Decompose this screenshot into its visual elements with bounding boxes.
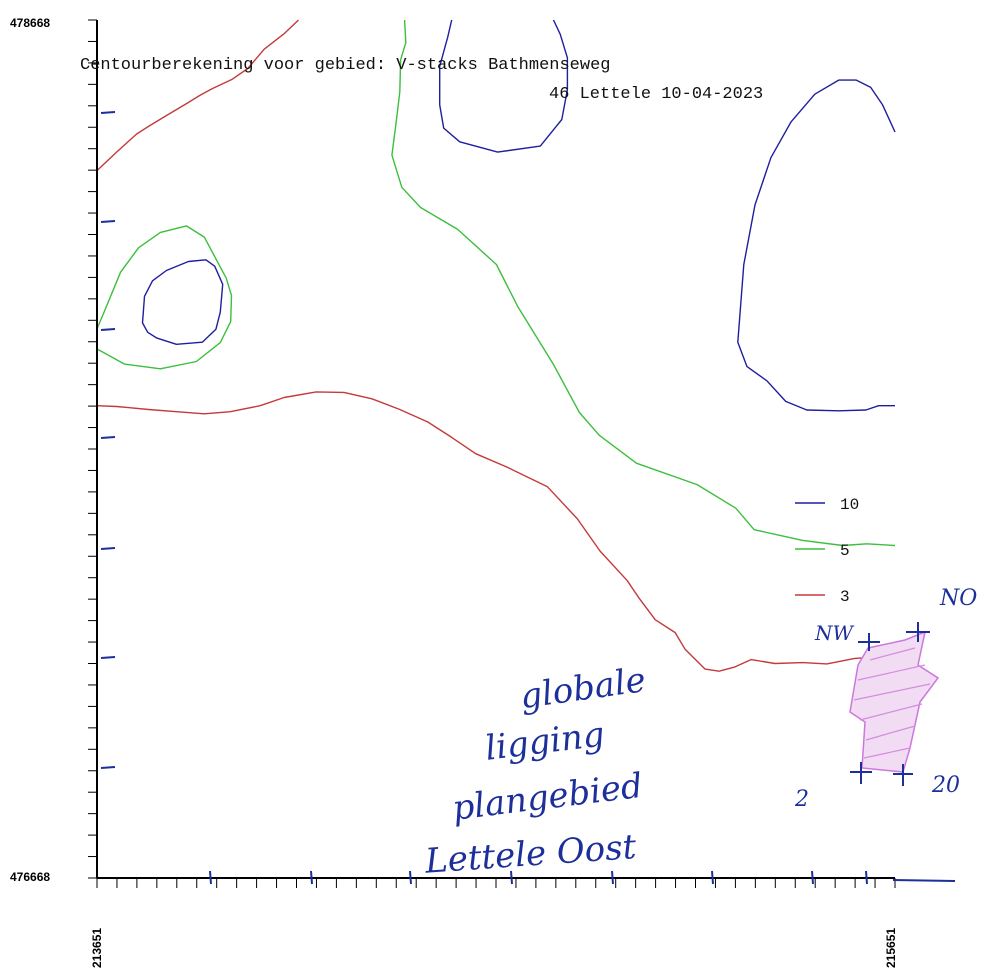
pen-mark: [100, 436, 116, 439]
contour-5-line-2: [391, 19, 896, 547]
contour-10-line-3: [737, 79, 896, 412]
pen-mark: [409, 870, 412, 885]
pen-mark: [865, 870, 868, 885]
corner-marker-sw: [850, 762, 872, 784]
chart-subtitle: 46 Lettele 10-04-2023: [549, 85, 763, 104]
axes: [88, 19, 896, 888]
pen-mark: [892, 879, 956, 882]
pen-mark: [100, 111, 116, 114]
legend-label-10: 10: [840, 496, 859, 514]
contour-lines: [96, 19, 896, 672]
pen-mark: [510, 870, 513, 885]
legend: 10 5 3: [795, 496, 859, 606]
pen-mark: [711, 870, 714, 885]
corner-label-sw: 2: [794, 787, 809, 812]
x-tick-label-left: 213651: [90, 928, 104, 968]
corner-marker-no: [906, 622, 930, 642]
corner-marker-se: [893, 764, 913, 786]
pen-mark: [100, 656, 116, 659]
contour-3-line-2: [96, 391, 896, 672]
contour-10-line-1: [141, 259, 224, 345]
y-axis-ticks: [88, 19, 97, 879]
pen-marks: [100, 111, 956, 885]
pen-mark: [611, 870, 614, 885]
pen-mark: [100, 220, 116, 223]
chart-title: Centourberekening voor gebied: V-stacks …: [80, 56, 611, 75]
contour-3-line-1: [96, 19, 299, 172]
corner-label-se: 20: [931, 773, 960, 798]
y-tick-label-bottom: 476668: [10, 870, 50, 884]
pen-mark: [310, 870, 313, 885]
pen-mark: [811, 870, 814, 885]
plan-area-hatching: [853, 647, 931, 759]
x-tick-label-right: 215651: [884, 928, 898, 968]
x-axis-ticks: [96, 878, 896, 888]
corner-label-nw: NW: [814, 621, 855, 645]
pen-mark: [100, 547, 116, 550]
y-tick-label-top: 478668: [10, 16, 50, 30]
contour-10-line-2: [439, 19, 569, 153]
legend-label-3: 3: [840, 588, 850, 606]
corner-label-no: NO: [939, 586, 977, 611]
pen-mark: [209, 870, 212, 885]
corner-marker-nw: [858, 633, 880, 651]
legend-label-5: 5: [840, 542, 850, 560]
pen-mark: [100, 328, 116, 331]
contour-5-line-1: [96, 225, 233, 370]
pen-mark: [100, 766, 116, 769]
